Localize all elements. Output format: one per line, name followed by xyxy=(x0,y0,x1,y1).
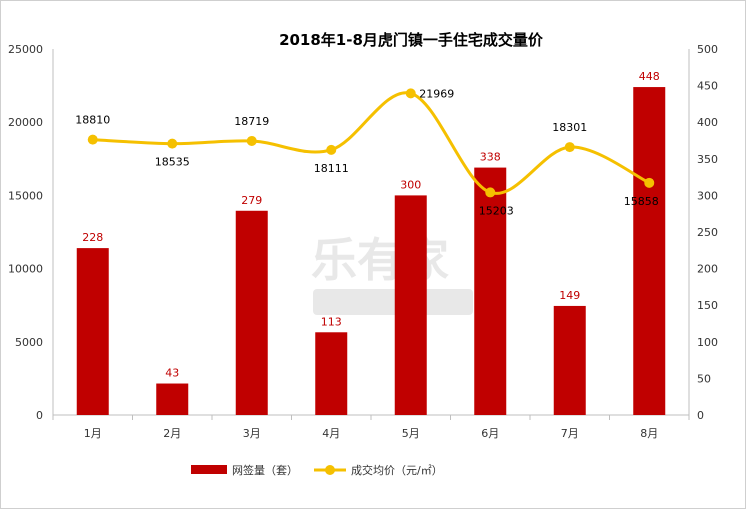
bar xyxy=(474,167,507,415)
right-tick-label: 500 xyxy=(697,43,718,56)
x-tick-label: 7月 xyxy=(561,427,579,440)
left-tick-label: 10000 xyxy=(8,263,43,276)
bar-series: 228 43 279 113 300 338 149 448 xyxy=(76,70,666,416)
line-data-label: 18111 xyxy=(314,162,349,175)
left-y-axis: 0 5000 10000 15000 20000 25000 xyxy=(8,43,54,422)
line-point xyxy=(167,138,178,149)
legend: 网签量（套） 成交均价（元/㎡） xyxy=(191,463,443,477)
bar xyxy=(315,332,348,415)
bar xyxy=(76,248,109,415)
bar xyxy=(553,305,586,415)
legend-bar-swatch xyxy=(191,465,227,474)
x-tick-label: 4月 xyxy=(322,427,340,440)
x-tick-label: 1月 xyxy=(84,427,102,440)
bar xyxy=(235,210,268,415)
x-tick-label: 8月 xyxy=(640,427,658,440)
line-series: 18810 18535 18719 18111 21969 15203 18301 15858 xyxy=(75,87,659,217)
legend-bar-label: 网签量（套） xyxy=(232,463,298,477)
right-tick-label: 200 xyxy=(697,263,718,276)
bar-data-label: 43 xyxy=(165,367,179,380)
line-point xyxy=(405,88,416,99)
line-data-label: 18810 xyxy=(75,114,110,127)
line-path xyxy=(92,91,650,195)
left-tick-label: 0 xyxy=(36,409,43,422)
line-data-label: 15858 xyxy=(624,195,659,208)
bar-data-label: 448 xyxy=(639,70,660,83)
left-tick-label: 5000 xyxy=(15,336,43,349)
bar xyxy=(394,195,427,415)
line-point xyxy=(644,177,655,188)
line-data-label: 21969 xyxy=(419,87,454,100)
line-point xyxy=(87,134,98,145)
right-tick-label: 150 xyxy=(697,299,718,312)
bar-data-label: 338 xyxy=(480,151,501,164)
line-data-label: 18535 xyxy=(155,156,190,169)
bar-data-label: 228 xyxy=(82,231,103,244)
line-point xyxy=(246,135,257,146)
right-tick-label: 350 xyxy=(697,153,718,166)
bar-data-label: 149 xyxy=(559,289,580,302)
watermark-logo: 乐有家 xyxy=(311,233,473,315)
chart-title: 2018年1-8月虎门镇一手住宅成交量价 xyxy=(279,31,544,49)
line-data-label: 18719 xyxy=(234,115,269,128)
bar xyxy=(156,383,189,415)
right-y-axis: 0 50 100 150 200 250 300 350 400 450 500 xyxy=(688,43,718,422)
right-tick-label: 100 xyxy=(697,336,718,349)
line-point xyxy=(564,142,575,153)
x-tick-label: 5月 xyxy=(402,427,420,440)
x-tick-label: 3月 xyxy=(243,427,261,440)
bar-data-label: 279 xyxy=(241,194,262,207)
x-tick-label: 6月 xyxy=(481,427,499,440)
right-tick-label: 450 xyxy=(697,80,718,93)
x-tick-label: 2月 xyxy=(163,427,181,440)
x-axis: 1月 2月 3月 4月 5月 6月 7月 8月 xyxy=(52,414,690,440)
legend-line-marker xyxy=(325,465,335,475)
right-tick-label: 300 xyxy=(697,189,718,202)
right-tick-label: 250 xyxy=(697,226,718,239)
line-data-label: 15203 xyxy=(479,204,514,217)
left-tick-label: 25000 xyxy=(8,43,43,56)
bar xyxy=(633,87,666,416)
left-tick-label: 20000 xyxy=(8,116,43,129)
bar-data-label: 300 xyxy=(400,178,421,191)
legend-line-label: 成交均价（元/㎡） xyxy=(351,463,443,477)
right-tick-label: 0 xyxy=(697,409,704,422)
line-point xyxy=(326,144,337,155)
left-tick-label: 15000 xyxy=(8,189,43,202)
svg-text:乐有家: 乐有家 xyxy=(311,233,449,287)
right-tick-label: 50 xyxy=(697,372,711,385)
right-tick-label: 400 xyxy=(697,116,718,129)
line-data-label: 18301 xyxy=(552,121,587,134)
bar-data-label: 113 xyxy=(321,315,342,328)
line-point xyxy=(485,187,496,198)
